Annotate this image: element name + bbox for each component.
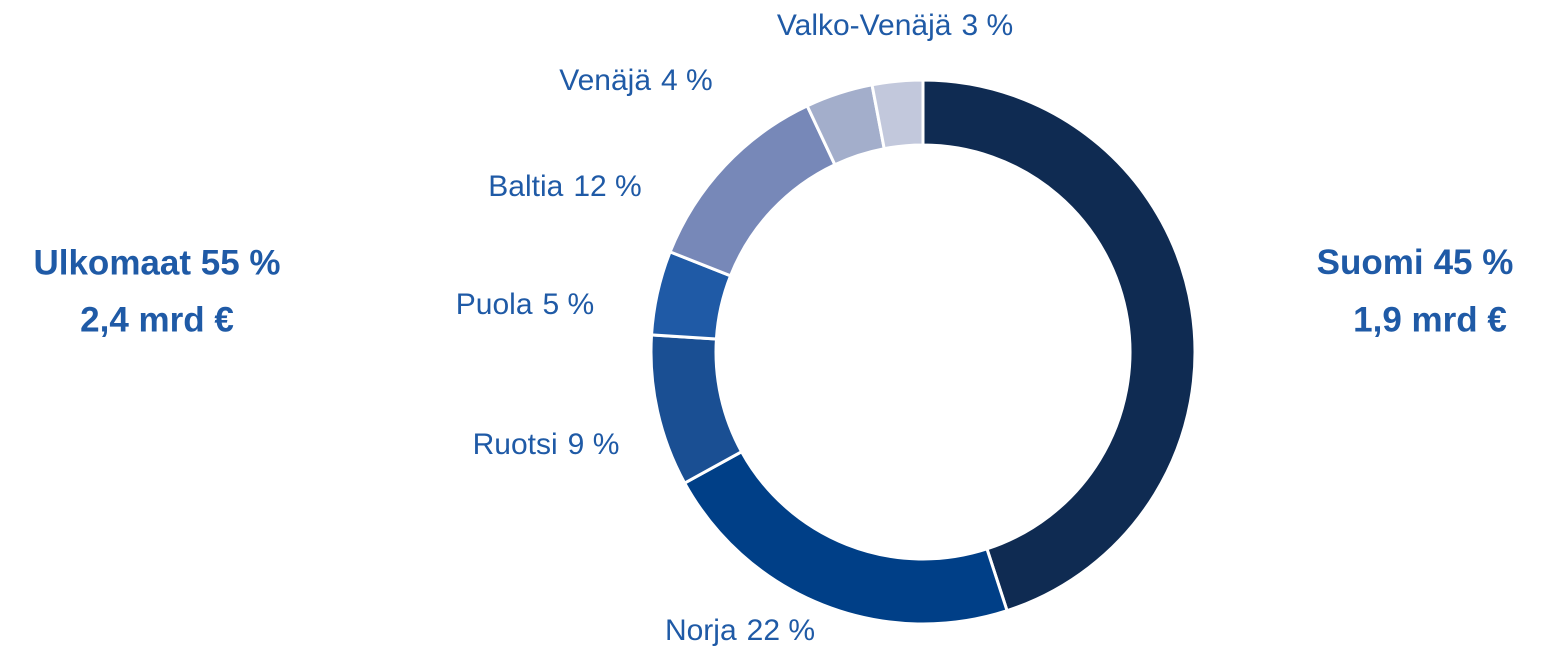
donut-segment bbox=[921, 78, 1197, 613]
segment-label: Venäjä 4 % bbox=[559, 64, 712, 97]
value-label: 22 % bbox=[747, 614, 815, 647]
category-label: Ruotsi bbox=[473, 428, 558, 461]
donut-segment bbox=[668, 103, 837, 278]
value-label: 9 % bbox=[568, 428, 620, 461]
category-label: Baltia bbox=[488, 170, 563, 203]
segment-label: Norja 22 % bbox=[665, 614, 815, 647]
value-label: 3 % bbox=[961, 9, 1013, 42]
donut-segment bbox=[649, 333, 744, 486]
donut-segment bbox=[682, 449, 1009, 626]
category-label: Suomi bbox=[1317, 243, 1424, 282]
category-label: Venäjä bbox=[559, 64, 651, 97]
segment-label: Ruotsi 9 % bbox=[473, 428, 620, 461]
value-label: 45 % bbox=[1434, 243, 1514, 282]
annotation: 1,9 mrd € bbox=[1353, 300, 1507, 339]
value-label: 12 % bbox=[573, 170, 641, 203]
value-label: 4 % bbox=[661, 64, 713, 97]
category-label: Norja bbox=[665, 614, 737, 647]
segment-label: Valko-Venäjä 3 % bbox=[777, 9, 1013, 42]
donut-segment bbox=[870, 78, 925, 151]
segment-label: Puola 5 % bbox=[456, 288, 594, 321]
value-label: 5 % bbox=[543, 288, 595, 321]
category-label: Valko-Venäjä bbox=[777, 9, 952, 42]
segment-label: Baltia 12 % bbox=[488, 170, 641, 203]
annotation: 2,4 mrd € bbox=[80, 300, 234, 339]
annotation: Ulkomaat 55 % bbox=[33, 243, 280, 282]
category-label: Puola bbox=[456, 288, 533, 321]
segment-label: Suomi 45 % bbox=[1317, 243, 1514, 282]
